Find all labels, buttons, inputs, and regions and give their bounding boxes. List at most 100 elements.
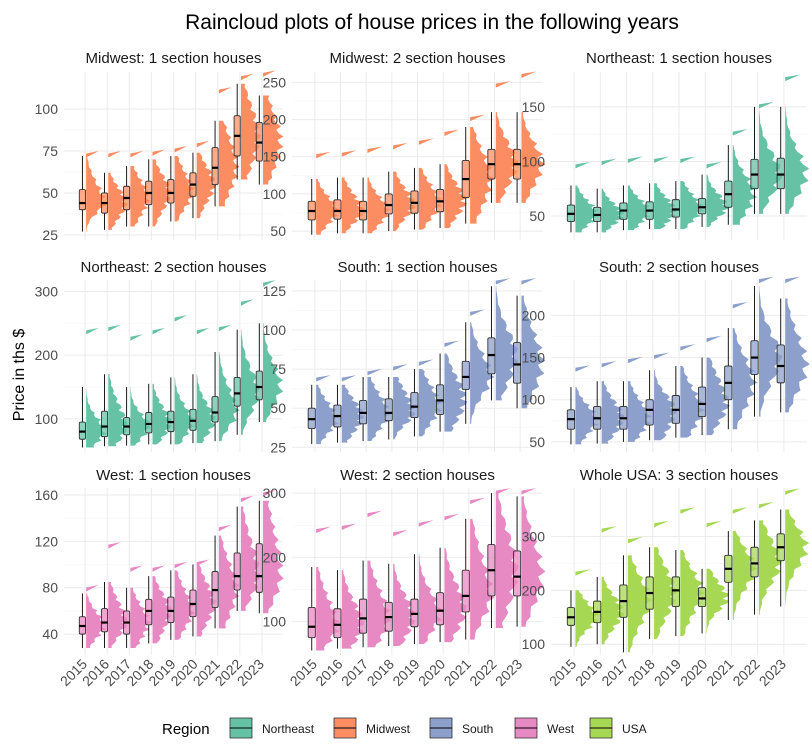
box	[211, 147, 219, 186]
density-tail	[130, 151, 143, 158]
y-tick-label: 200	[263, 112, 287, 128]
density-tail	[218, 324, 232, 332]
density-tail	[152, 565, 166, 572]
density-cloud	[654, 183, 678, 230]
density-tail	[174, 315, 188, 322]
x-tick-label: 2018	[625, 656, 658, 689]
box	[461, 569, 470, 613]
box	[145, 412, 153, 434]
panel-title: Whole USA: 3 section houses	[580, 467, 778, 484]
density-tail	[418, 520, 434, 527]
density-cloud	[470, 322, 495, 424]
density-cloud	[680, 366, 706, 438]
y-tick-label: 40	[42, 626, 58, 642]
y-tick-label: 100	[522, 392, 546, 408]
y-tick-label: 150	[522, 99, 546, 115]
density-cloud	[367, 560, 392, 648]
density-cloud	[680, 549, 706, 637]
y-tick-label: 50	[529, 208, 545, 224]
panel-title: South: 1 section houses	[337, 259, 497, 276]
density-cloud	[108, 581, 128, 649]
density-cloud	[86, 156, 107, 232]
box	[513, 342, 522, 384]
x-tick-label: 2023	[234, 656, 267, 689]
panel-title: West: 2 section houses	[340, 467, 495, 484]
density-tail	[495, 278, 511, 285]
density-cloud	[521, 112, 546, 203]
density-cloud	[495, 112, 519, 203]
density-cloud	[575, 590, 600, 647]
density-tail	[521, 278, 537, 285]
panel-title: South: 2 section houses	[599, 259, 759, 276]
density-cloud	[601, 576, 625, 645]
panel-8: West: 2 section houses100200300201520162…	[263, 467, 546, 689]
density-cloud	[108, 374, 128, 447]
box	[255, 370, 263, 401]
density-tail	[680, 156, 696, 163]
density-tail	[470, 114, 485, 122]
x-tick-label: 2019	[651, 656, 684, 689]
density-cloud	[130, 387, 152, 446]
density-tail	[130, 334, 143, 341]
density-cloud	[444, 164, 468, 229]
panel-6: South: 2 section houses 50 100 150 200	[522, 259, 810, 452]
density-tail	[316, 526, 331, 534]
box	[697, 386, 707, 418]
density-tail	[341, 150, 357, 157]
density-cloud	[341, 570, 364, 649]
density-tail	[654, 520, 670, 528]
box	[671, 576, 680, 607]
density-cloud	[218, 120, 240, 207]
density-tail	[86, 585, 99, 592]
density-cloud	[316, 384, 341, 445]
density-cloud	[575, 185, 600, 233]
legend-label: South	[462, 722, 493, 736]
density-cloud	[732, 145, 758, 225]
y-tick-label: 300	[522, 528, 546, 544]
density-cloud	[263, 95, 284, 185]
density-tail	[758, 501, 774, 509]
x-tick-label: 2019	[389, 656, 422, 689]
density-cloud	[495, 493, 519, 629]
density-tail	[470, 497, 485, 505]
density-tail	[575, 161, 591, 169]
x-tick-label: 2022	[466, 656, 499, 689]
density-cloud	[367, 376, 392, 442]
y-tick-label: 80	[42, 580, 58, 596]
density-cloud	[627, 381, 653, 442]
panel-4: Northeast: 2 section houses 100 200 300	[35, 259, 284, 452]
box	[167, 596, 175, 623]
y-tick-label: 120	[35, 533, 59, 549]
x-tick-label: 2016	[572, 656, 605, 689]
density-tail	[86, 151, 99, 158]
density-cloud	[393, 376, 416, 440]
density-tail	[130, 565, 143, 572]
box	[333, 608, 342, 639]
density-cloud	[240, 329, 261, 435]
density-tail	[418, 138, 434, 145]
x-tick-label: 2020	[677, 656, 710, 689]
y-tick-label: 25	[42, 227, 58, 243]
panel-1: Midwest: 1 section houses 25 50 75 100	[35, 50, 284, 243]
legend-entry-midwest: Midwest	[333, 717, 411, 739]
x-tick-label: 2021	[441, 656, 474, 689]
density-tail	[627, 156, 643, 163]
density-tail	[108, 324, 121, 332]
y-tick-label: 100	[263, 322, 287, 338]
density-cloud	[654, 370, 678, 441]
box	[410, 392, 419, 419]
y-tick-label: 200	[263, 549, 287, 565]
y-axis-label: Price in ths $	[11, 329, 28, 422]
y-tick-label: 150	[263, 149, 287, 165]
density-tail	[240, 299, 254, 306]
density-cloud	[152, 576, 172, 644]
box	[384, 398, 393, 422]
density-tail	[601, 361, 617, 368]
density-tail	[785, 74, 801, 82]
x-tick-label: 2018	[364, 656, 397, 689]
x-tick-label: 2015	[546, 656, 579, 689]
density-cloud	[470, 127, 495, 224]
density-tail	[218, 524, 232, 532]
box	[211, 396, 219, 423]
y-tick-label: 200	[522, 582, 546, 598]
